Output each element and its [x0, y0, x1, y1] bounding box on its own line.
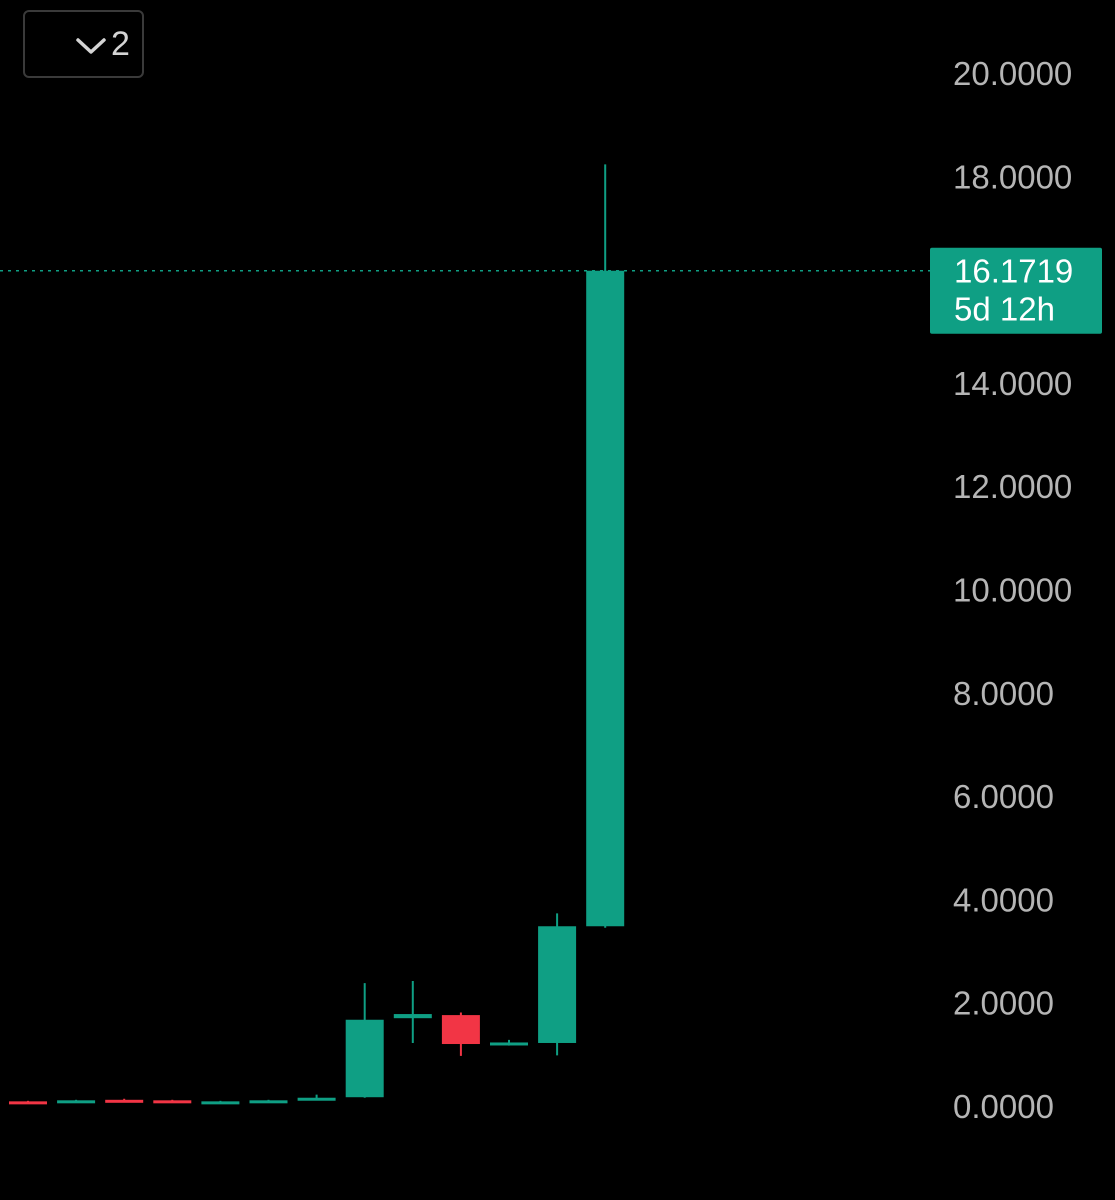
candle: [297, 1094, 336, 1101]
candle: [345, 983, 384, 1098]
y-tick-label: 10.0000: [953, 572, 1072, 609]
candle-body: [249, 1100, 288, 1104]
candle-countdown: 5d 12h: [954, 291, 1055, 328]
price-axis: 0.0000 2.0000 4.0000 6.0000 8.0000 10.0000 12.…: [953, 55, 1072, 1125]
candle-body: [586, 270, 625, 927]
candle-body: [297, 1097, 336, 1101]
candle-body: [9, 1101, 47, 1105]
candle-body: [153, 1100, 192, 1104]
last-price-value: 16.1719: [954, 253, 1073, 290]
y-tick-label: 2.0000: [953, 985, 1054, 1022]
collapse-indicators-button[interactable]: 2: [23, 10, 144, 78]
y-tick-label: 8.0000: [953, 675, 1054, 712]
candle-body: [490, 1042, 528, 1046]
candle: [441, 1012, 480, 1056]
candle-body: [201, 1101, 240, 1105]
candle-body: [345, 1019, 384, 1098]
y-tick-label: 6.0000: [953, 778, 1054, 815]
indicator-count: 2: [111, 25, 130, 63]
candle: [57, 1099, 96, 1104]
candle-body: [105, 1099, 144, 1103]
candle-body: [441, 1015, 480, 1045]
y-tick-label: 20.0000: [953, 55, 1072, 92]
y-tick-label: 18.0000: [953, 158, 1072, 195]
candle: [490, 1039, 528, 1046]
y-tick-label: 12.0000: [953, 468, 1072, 505]
candles-group: [9, 164, 625, 1105]
y-tick-label: 4.0000: [953, 881, 1054, 918]
candle-body: [57, 1100, 96, 1104]
candle-body: [393, 1014, 432, 1019]
candle: [538, 913, 577, 1056]
candle: [249, 1099, 288, 1104]
candle: [393, 981, 432, 1043]
y-tick-label: 0.0000: [953, 1088, 1054, 1125]
chevron-down-icon: [76, 38, 106, 54]
last-price-tag-background: [930, 247, 1102, 334]
candle: [105, 1098, 144, 1103]
candle-body: [538, 926, 577, 1043]
candle: [153, 1099, 192, 1104]
candle: [201, 1100, 240, 1105]
candle: [9, 1100, 47, 1105]
candle: [586, 164, 625, 928]
y-tick-label: 14.0000: [953, 365, 1072, 402]
last-price-tag: 16.1719 5d 12h: [930, 247, 1102, 334]
